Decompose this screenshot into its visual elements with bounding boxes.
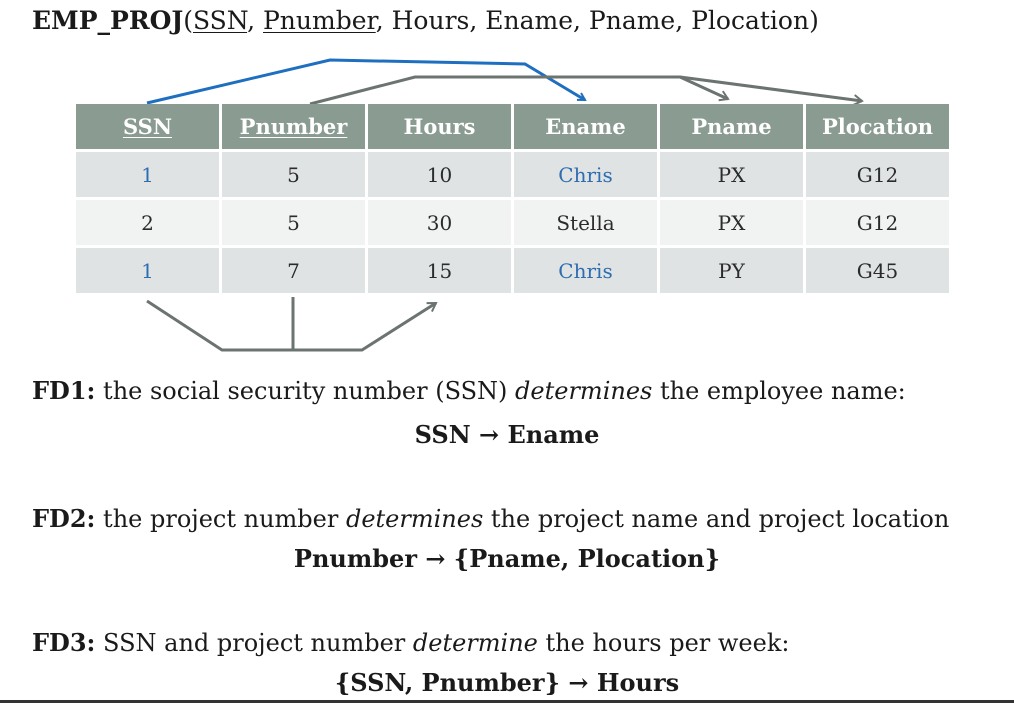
cell-hours: 15 <box>366 246 514 296</box>
schema-other-attributes: , Hours, Ename, Pname, Plocation) <box>375 6 819 35</box>
schema-definition: EMP_PROJ(SSN, Pnumber, Hours, Ename, Pna… <box>32 4 819 38</box>
cell-pname: PX <box>658 198 806 248</box>
cell-pnumber: 7 <box>220 246 368 296</box>
cell-plocation: G45 <box>804 246 952 296</box>
cell-pnumber: 5 <box>220 150 368 200</box>
cell-ename: Chris <box>512 150 660 200</box>
cell-plocation: G12 <box>804 150 952 200</box>
schema-separator: , <box>247 6 263 35</box>
cell-ename: Chris <box>512 246 660 296</box>
fd1-emphasis: determines <box>515 377 653 405</box>
schema-key-ssn: SSN <box>192 6 248 35</box>
fd2-emphasis: determines <box>345 505 484 533</box>
cell-pnumber: 5 <box>220 198 368 248</box>
fd1-description: FD1: the social security number (SSN) de… <box>32 376 906 405</box>
column-header-plocation: Plocation <box>804 104 952 152</box>
column-header-hours: Hours <box>366 104 514 152</box>
cell-ssn: 1 <box>76 150 222 200</box>
table-header-row: SSN Pnumber Hours Ename Pname Plocation <box>76 104 952 152</box>
cell-ename: Stella <box>512 198 660 248</box>
cell-ssn: 2 <box>76 198 222 248</box>
cell-pname: PX <box>658 150 806 200</box>
cell-hours: 30 <box>366 198 514 248</box>
fd1-expression: SSN → Ename <box>414 420 600 449</box>
fd1-text-after: the employee name: <box>652 377 906 405</box>
fd3-text-before: SSN and project number <box>95 629 413 657</box>
schema-open-paren: ( <box>183 6 193 35</box>
cell-hours: 10 <box>366 150 514 200</box>
fd2-text-after: the project name and project location <box>483 505 950 533</box>
column-header-ename: Ename <box>512 104 660 152</box>
fd3-text-after: the hours per week: <box>537 629 790 657</box>
cell-plocation: G12 <box>804 198 952 248</box>
cell-ssn: 1 <box>76 246 222 296</box>
fd1-text-before: the social security number (SSN) <box>95 377 516 405</box>
relation-name: EMP_PROJ <box>32 6 184 35</box>
fd2-label: FD2: <box>32 504 96 533</box>
bottom-divider <box>0 700 1014 703</box>
fd2-description: FD2: the project number determines the p… <box>32 504 949 533</box>
column-header-ssn: SSN <box>76 104 222 152</box>
fd2-arrow-trunk <box>309 75 730 106</box>
fd3-label: FD3: <box>32 628 96 657</box>
schema-key-pnumber: Pnumber <box>262 6 376 35</box>
fd3-description: FD3: SSN and project number determine th… <box>32 628 789 657</box>
column-header-pnumber: Pnumber <box>220 104 368 152</box>
fd3-expression: {SSN, Pnumber} → Hours <box>334 668 680 697</box>
fd2-text-before: the project number <box>95 505 346 533</box>
fd3-emphasis: determine <box>412 629 538 657</box>
table-row: 1 5 10 Chris PX G12 <box>76 150 952 200</box>
cell-pname: PY <box>658 246 806 296</box>
fd2-arrow-branch <box>679 75 864 106</box>
table-row: 2 5 30 Stella PX G12 <box>76 198 952 248</box>
fd2-expression: Pnumber → {Pname, Plocation} <box>293 544 721 573</box>
fd1-label: FD1: <box>32 376 96 405</box>
table-row: 1 7 15 Chris PY G45 <box>76 246 952 296</box>
column-header-pname: Pname <box>658 104 806 152</box>
fd1-arrow <box>146 58 585 105</box>
emp-proj-table: SSN Pnumber Hours Ename Pname Plocation … <box>76 104 952 296</box>
